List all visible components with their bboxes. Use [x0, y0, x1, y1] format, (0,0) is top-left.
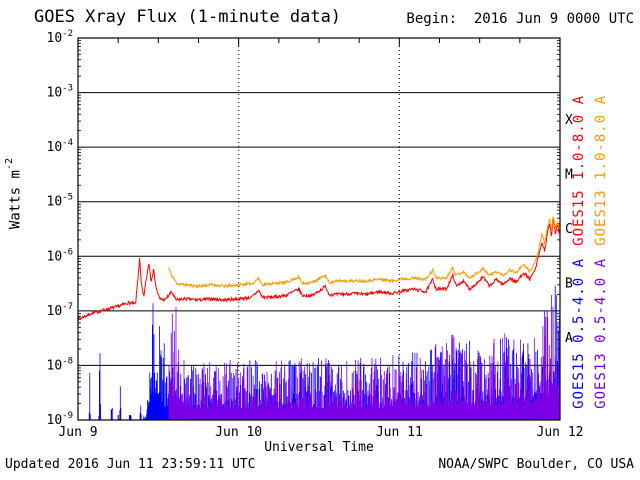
right-label-1: GOES13 1.0-8.0 A: [593, 95, 609, 246]
flare-class-letter: B: [565, 277, 573, 292]
flare-class-letter: X: [565, 113, 573, 128]
x-tick-label: Jun 11: [376, 425, 423, 440]
y-tick-label: 10-8: [47, 356, 74, 373]
series-GOES13-1.0-8.0: [168, 216, 561, 289]
y-tick-label: 10-4: [47, 138, 74, 155]
flare-class-letter: C: [565, 222, 573, 237]
y-axis-label: Watts m-2: [4, 158, 24, 229]
flare-class-letter: A: [565, 331, 573, 346]
source-attribution: NOAA/SWPC Boulder, CO USA: [438, 457, 634, 472]
x-axis-label: Universal Time: [264, 440, 374, 455]
right-label-0: GOES15 1.0-8.0 A: [571, 95, 587, 246]
y-axis-label-exponent: -2: [4, 158, 15, 171]
y-axis-label-base: Watts m: [7, 170, 24, 230]
updated-timestamp: Updated 2016 Jun 11 23:59:11 UTC: [5, 457, 256, 472]
y-tick-label: 10-6: [47, 247, 74, 264]
y-tick-label: 10-5: [47, 193, 74, 210]
begin-timestamp: Begin: 2016 Jun 9 0000 UTC: [406, 11, 634, 27]
series-GOES15-1.0-8.0: [77, 218, 561, 322]
plot-border: [77, 37, 561, 421]
y-tick-label: 10-7: [47, 302, 74, 319]
page-title: GOES Xray Flux (1-minute data): [34, 7, 342, 27]
x-tick-label: Jun 12: [537, 425, 584, 440]
x-tick-label: Jun 9: [58, 425, 97, 440]
y-tick-label: 10-3: [47, 84, 74, 101]
x-tick-label: Jun 10: [215, 425, 262, 440]
right-label-3: GOES13 0.5-4.0 A: [593, 258, 609, 409]
y-tick-label: 10-9: [47, 411, 74, 428]
flare-class-letter: M: [565, 167, 573, 182]
y-tick-label: 10-2: [47, 29, 74, 46]
series-GOES13-0.5-4.0: [168, 295, 561, 420]
right-label-2: GOES15 0.5-4.0 A: [571, 258, 587, 409]
